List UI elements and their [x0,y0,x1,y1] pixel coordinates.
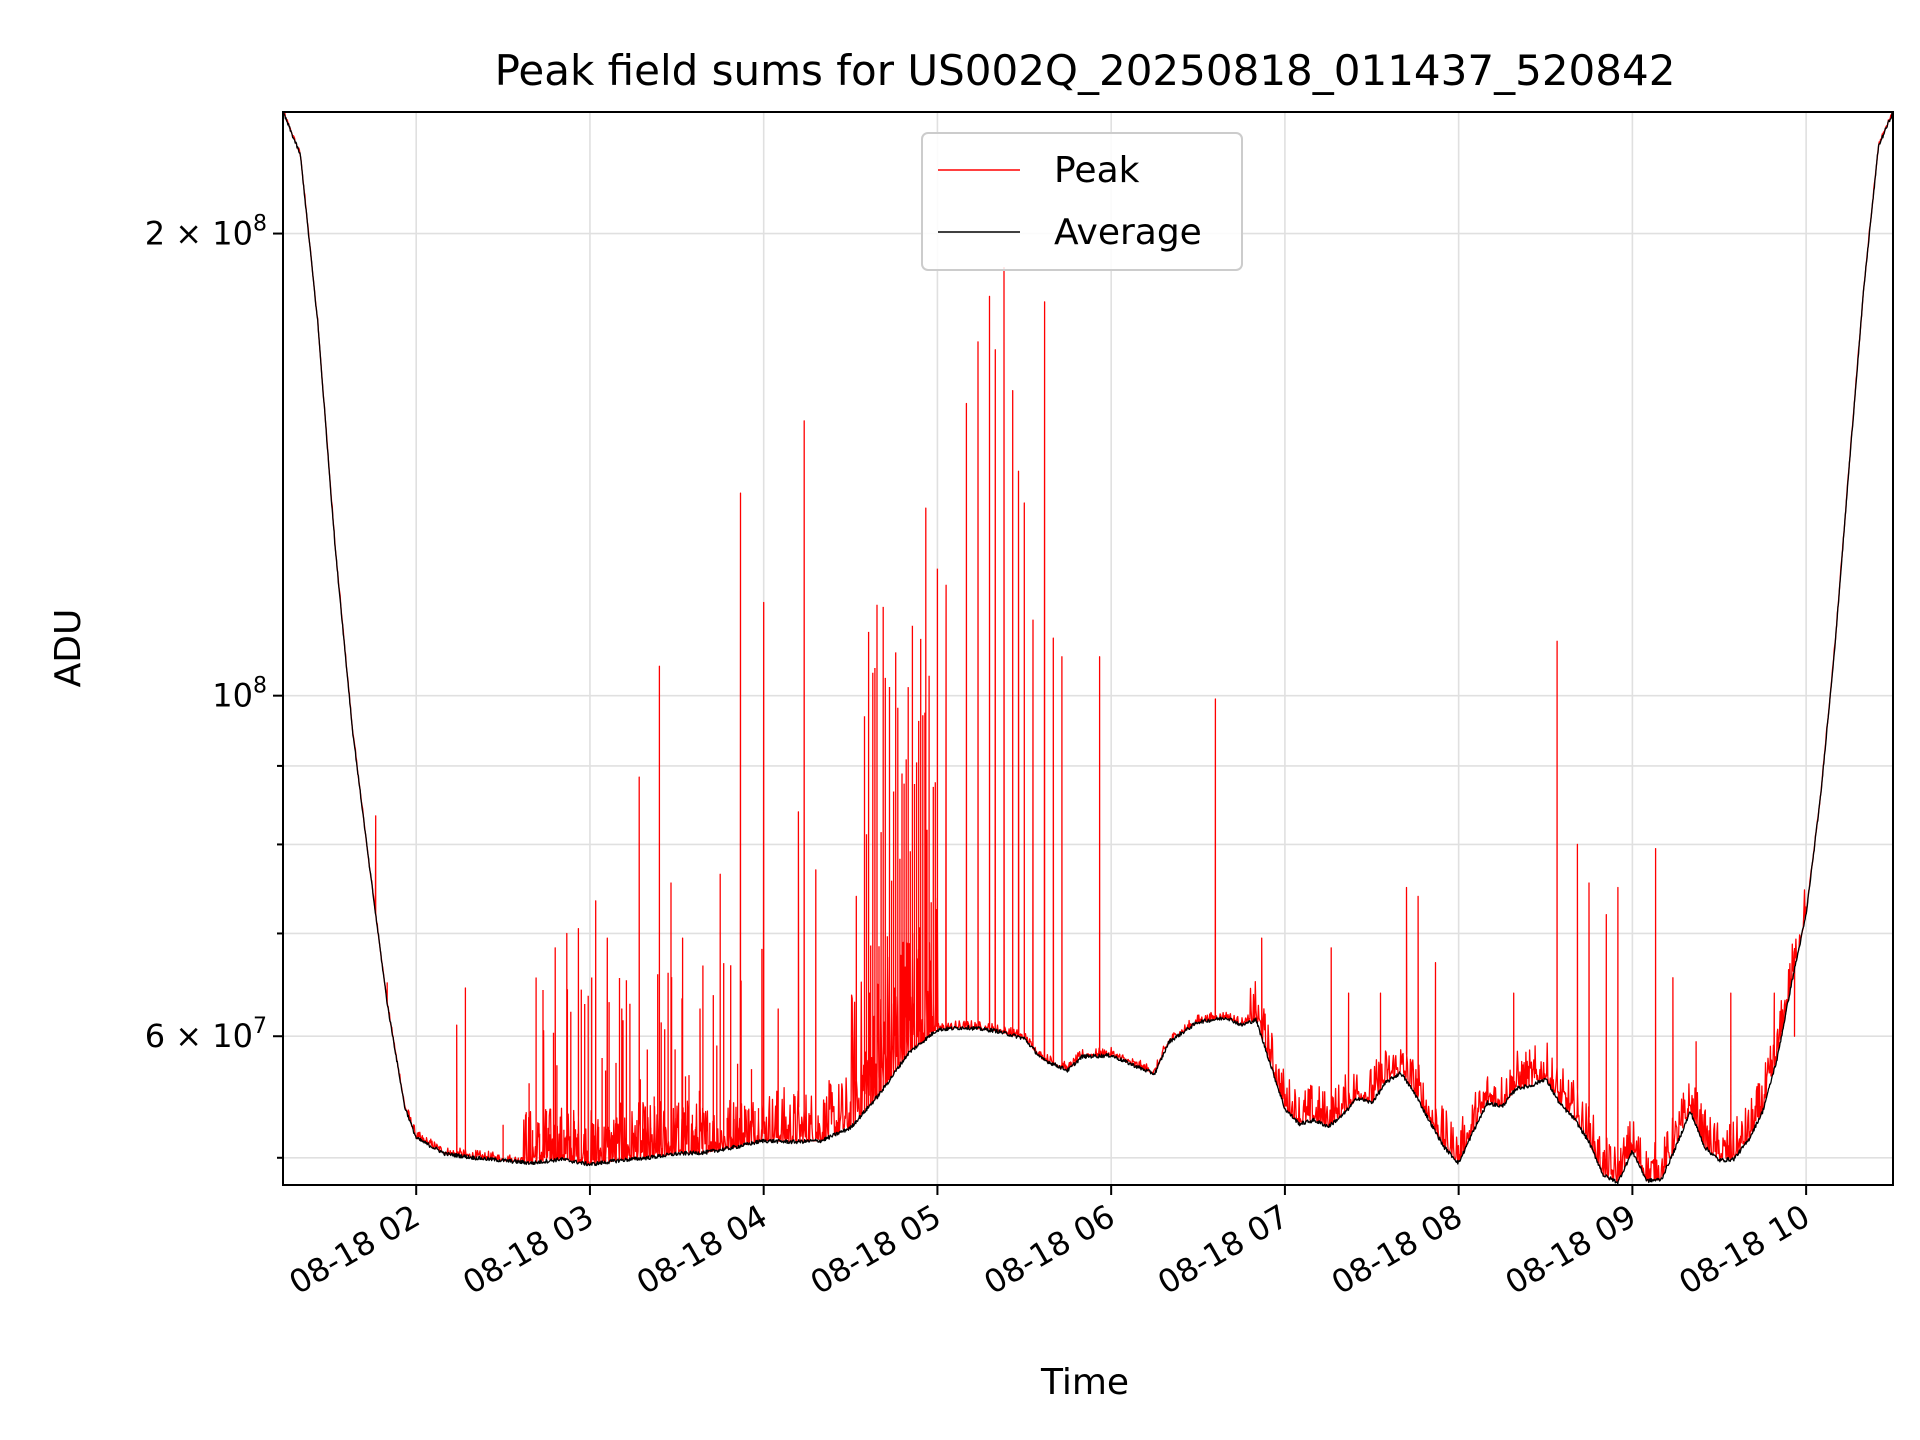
chart-title: Peak field sums for US002Q_20250818_0114… [495,46,1676,95]
legend-box [921,132,1243,271]
y-tick-label: 108 [212,674,267,715]
legend-peak-label: Peak [1054,150,1140,191]
series-average-line [283,112,1893,1185]
y-tick-label: 2 × 108 [145,212,267,253]
series-peak-line [283,112,1893,1183]
legend: Peak Average [921,132,1243,271]
y-axis-label: ADU [48,609,89,688]
plot-background [283,112,1893,1185]
series-layer [283,112,1893,1185]
plot-frame [282,111,1894,1186]
x-axis-label: Time [1040,1362,1129,1403]
legend-average-label: Average [1054,212,1202,253]
y-tick-label: 6 × 107 [145,1014,267,1055]
